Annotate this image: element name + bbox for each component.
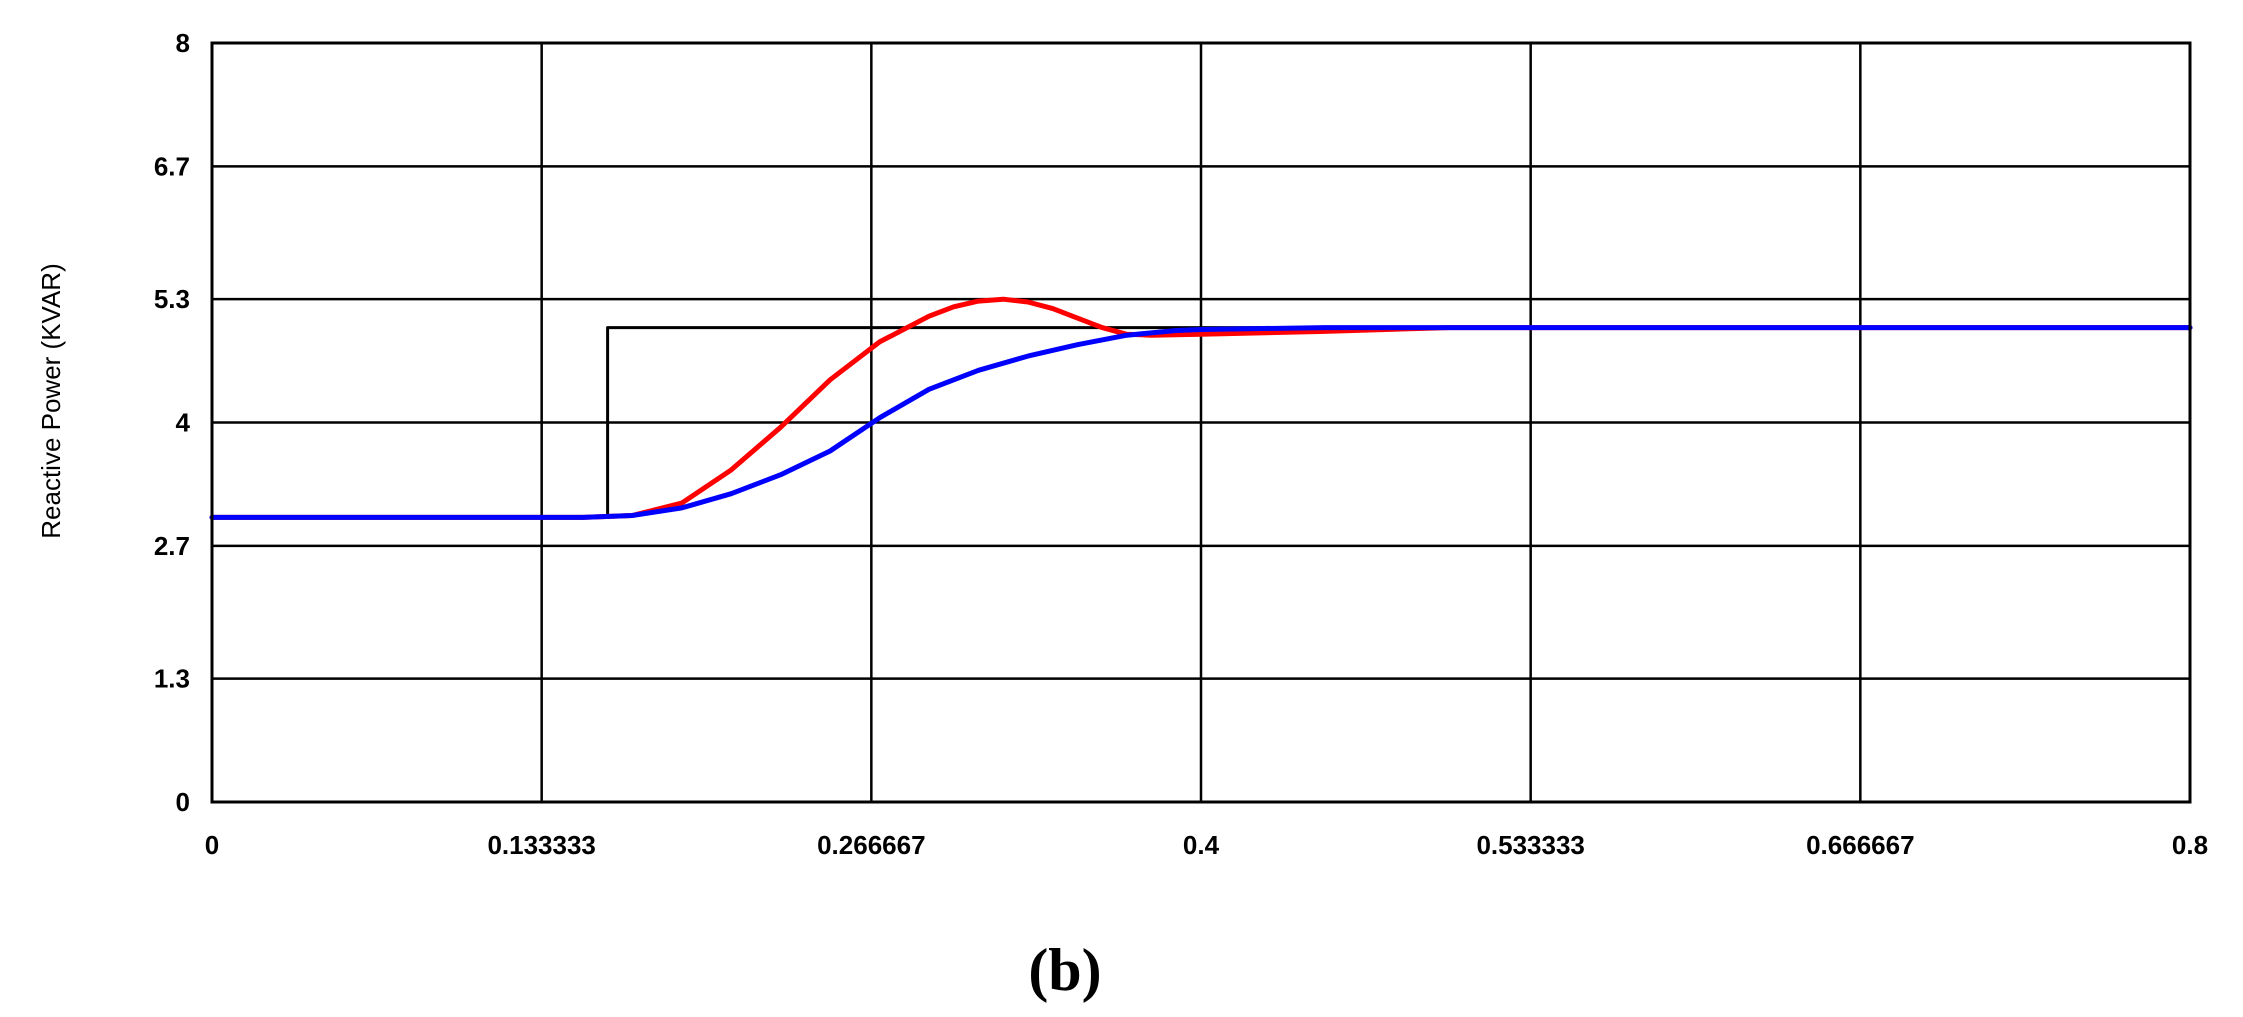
x-tick-label: 0.4 [1183,830,1220,860]
y-tick-label: 1.3 [154,664,190,694]
x-tick-label: 0.533333 [1476,830,1584,860]
x-tick-label: 0.133333 [487,830,595,860]
series-lines [209,296,2193,520]
x-tick-label: 0.666667 [1806,830,1914,860]
y-tick-label: 2.7 [154,531,190,561]
x-tick-label: 0.8 [2172,830,2208,860]
y-tick-labels: 0 1.3 2.7 4 5.3 6.7 8 [154,28,191,817]
series-line-2 [209,325,2193,520]
x-tick-labels: 0 0.133333 0.266667 0.4 0.533333 0.666667 0.8 [205,830,2208,860]
panel-label: (b) [1028,937,1101,1003]
y-tick-label: 4 [176,408,191,438]
y-tick-label: 8 [176,28,190,58]
x-tick-label: 0 [205,830,219,860]
grid-lines [210,41,2192,804]
y-tick-label: 0 [176,787,190,817]
y-tick-label: 5.3 [154,284,190,314]
plot-frame [210,41,2192,804]
x-tick-label: 0.266667 [817,830,925,860]
y-tick-label: 6.7 [154,151,190,181]
y-axis-title: Reactive Power (KVAR) [36,263,66,539]
